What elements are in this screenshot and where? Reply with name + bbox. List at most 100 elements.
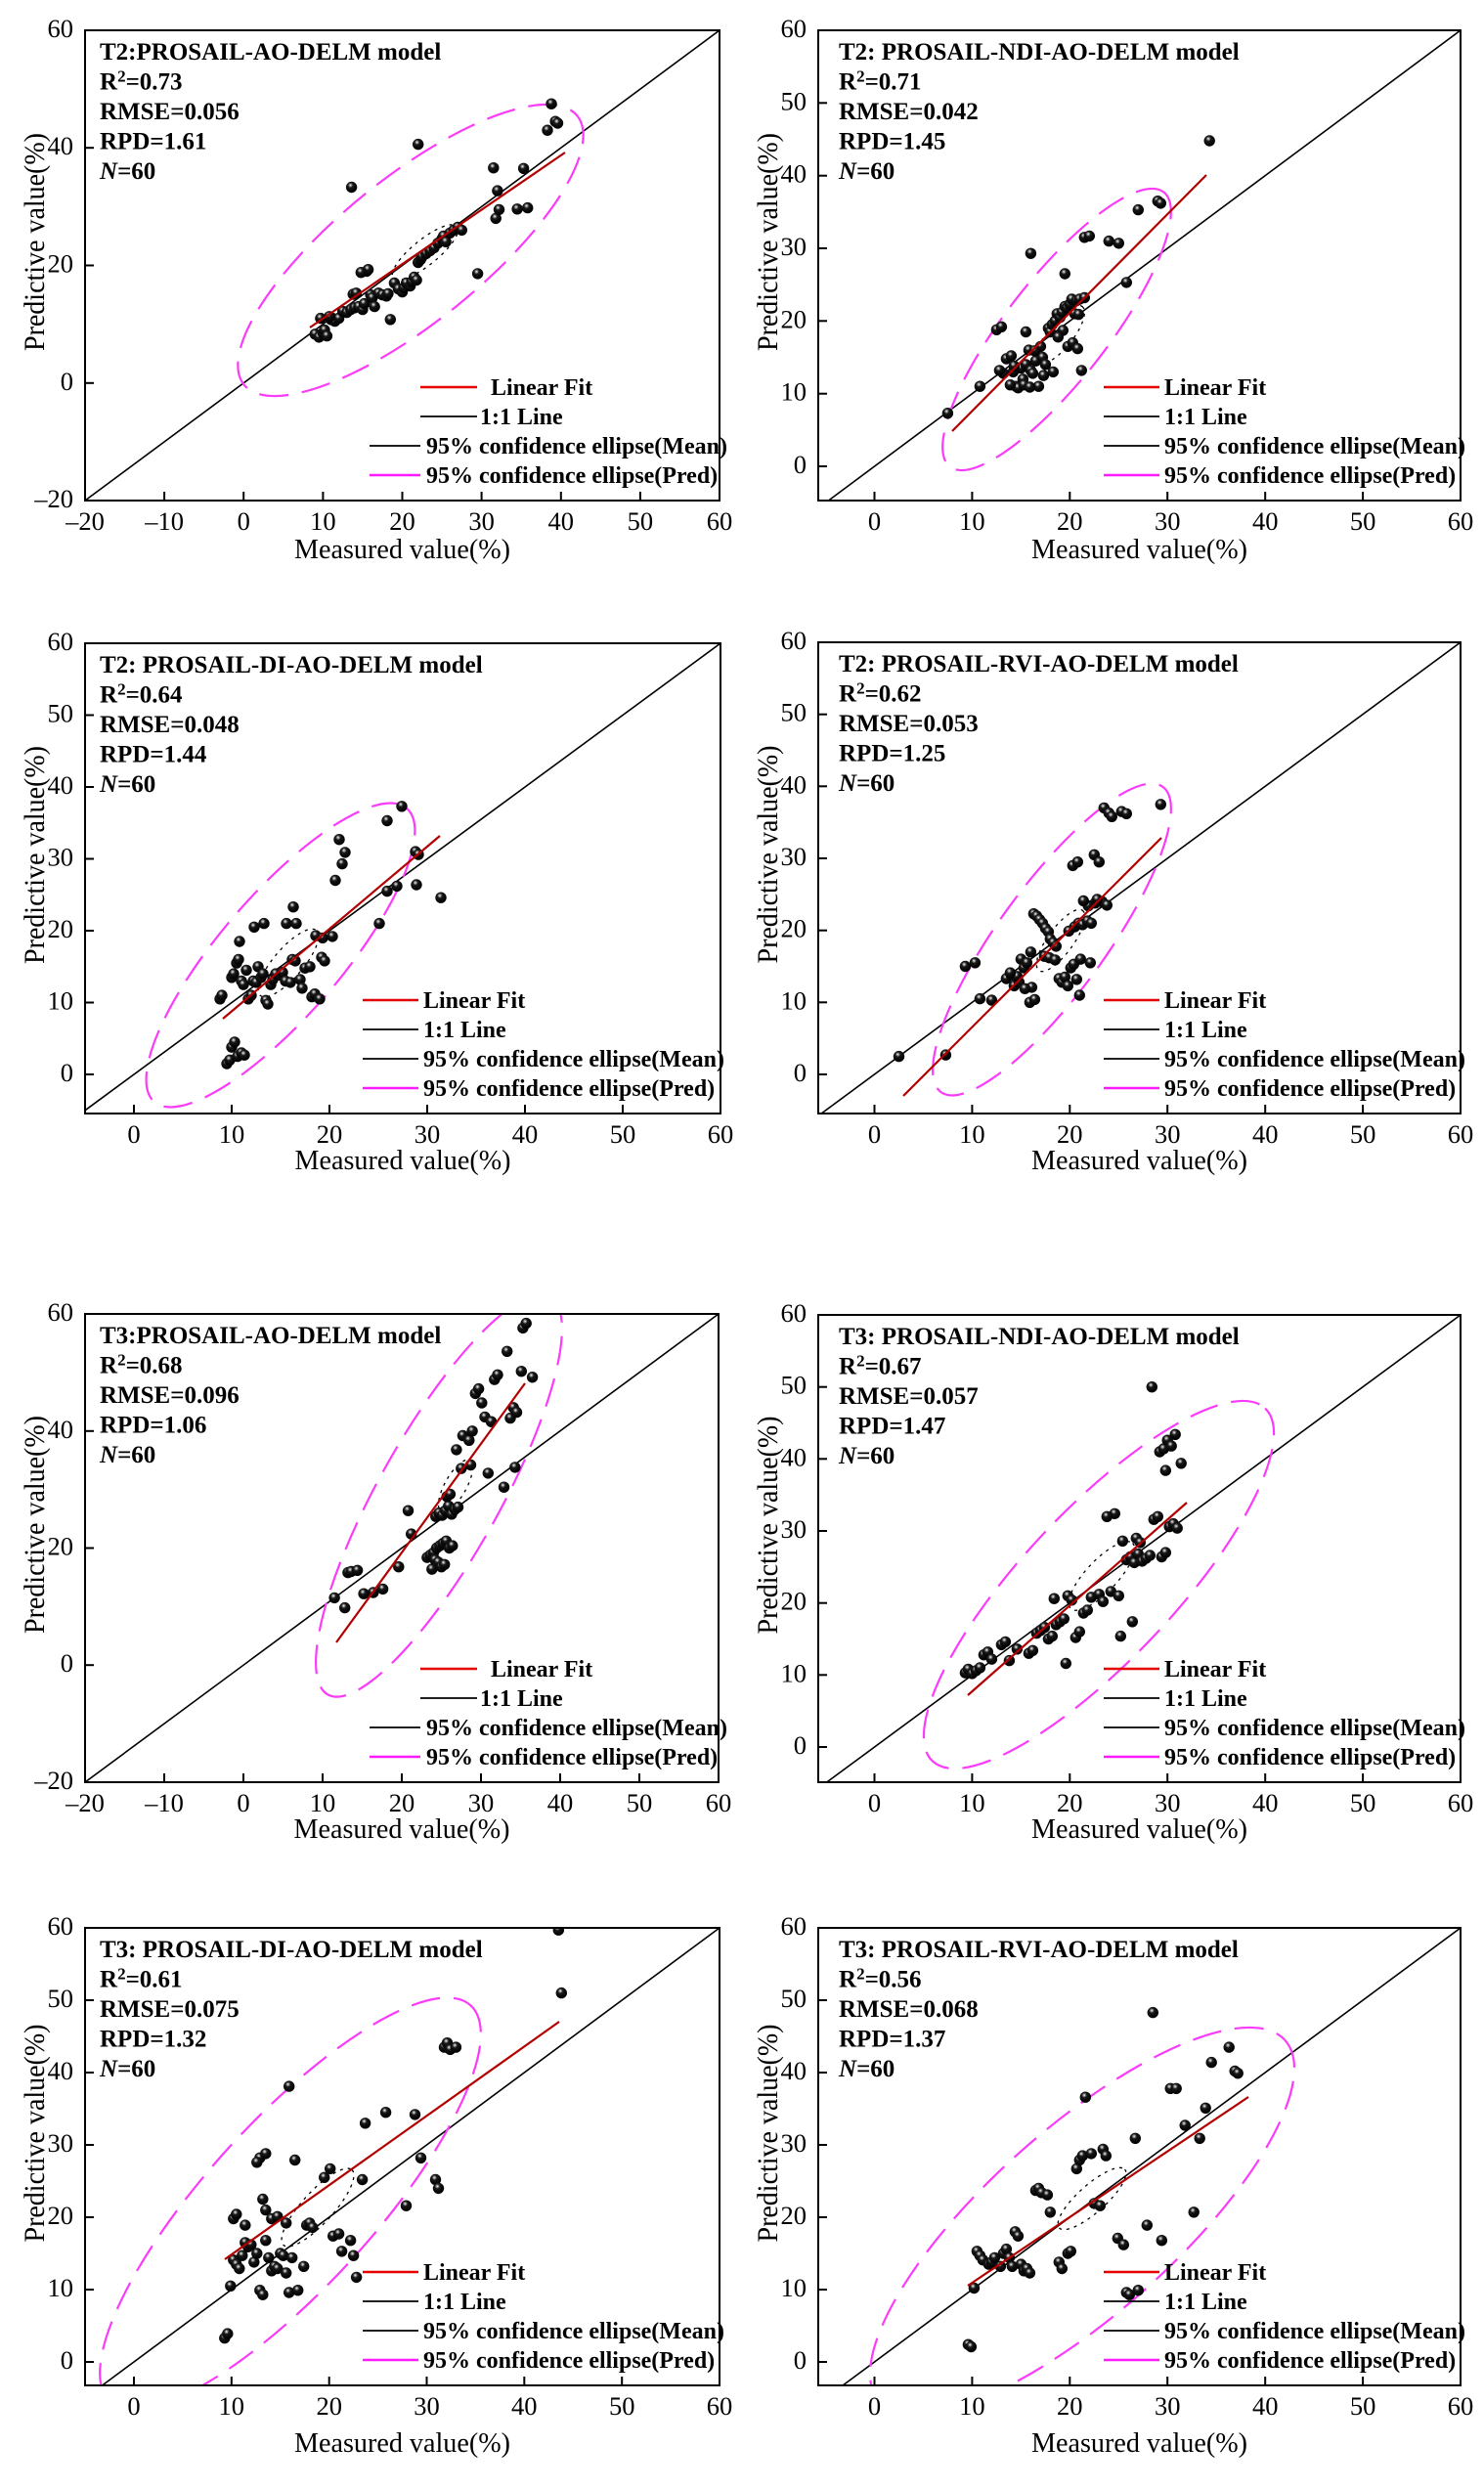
svg-text:0: 0	[794, 2345, 807, 2375]
svg-text:50: 50	[1350, 506, 1376, 536]
svg-text:95% confidence ellipse(Mean): 95% confidence ellipse(Mean)	[426, 1716, 727, 1741]
svg-text:60: 60	[48, 14, 74, 43]
svg-text:RMSE=0.056: RMSE=0.056	[100, 99, 240, 125]
svg-text:60: 60	[707, 506, 733, 536]
svg-text:95% confidence ellipse(Pred): 95% confidence ellipse(Pred)	[423, 2348, 715, 2374]
svg-text:60: 60	[781, 1911, 807, 1941]
svg-text:60: 60	[781, 626, 807, 655]
svg-text:N=60: N=60	[99, 158, 155, 185]
svg-text:60: 60	[781, 14, 807, 43]
svg-text:RPD=1.06: RPD=1.06	[100, 1413, 206, 1439]
svg-text:10: 10	[781, 1658, 807, 1687]
svg-text:95% confidence ellipse(Mean): 95% confidence ellipse(Mean)	[423, 1047, 724, 1072]
svg-text:1:1 Line: 1:1 Line	[423, 2290, 506, 2315]
svg-text:20: 20	[48, 1532, 74, 1561]
svg-text:0: 0	[868, 506, 881, 536]
svg-text:RPD=1.44: RPD=1.44	[100, 742, 207, 768]
svg-text:60: 60	[781, 1298, 807, 1328]
svg-text:60: 60	[1448, 1119, 1474, 1149]
svg-text:30: 30	[781, 1514, 807, 1544]
svg-text:20: 20	[1057, 1119, 1083, 1149]
svg-text:40: 40	[1252, 2391, 1279, 2421]
svg-text:RMSE=0.042: RMSE=0.042	[839, 99, 979, 125]
svg-text:RPD=1.61: RPD=1.61	[100, 129, 206, 155]
svg-text:Predictive value(%): Predictive value(%)	[753, 1417, 784, 1635]
svg-text:Linear Fit: Linear Fit	[423, 2260, 525, 2286]
svg-text:Predictive value(%): Predictive value(%)	[20, 746, 51, 964]
svg-text:Predictive value(%): Predictive value(%)	[20, 1416, 51, 1634]
svg-text:95% confidence ellipse(Mean): 95% confidence ellipse(Mean)	[1164, 2319, 1465, 2344]
svg-text:0: 0	[868, 1788, 881, 1817]
svg-text:30: 30	[781, 2128, 807, 2158]
svg-text:30: 30	[1155, 1119, 1181, 1149]
svg-text:10: 10	[781, 2273, 807, 2302]
svg-text:95% confidence ellipse(Pred): 95% confidence ellipse(Pred)	[1164, 2348, 1456, 2374]
svg-text:1:1 Line: 1:1 Line	[1164, 405, 1247, 430]
svg-text:Linear Fit: Linear Fit	[1164, 2260, 1266, 2286]
svg-text:10: 10	[219, 2391, 245, 2421]
svg-text:0: 0	[794, 1730, 807, 1760]
svg-text:R2=0.64: R2=0.64	[100, 680, 183, 709]
svg-text:95% confidence ellipse(Mean): 95% confidence ellipse(Mean)	[423, 2319, 724, 2344]
svg-text:40: 40	[1252, 506, 1279, 536]
svg-text:10: 10	[48, 2273, 74, 2302]
svg-text:Measured value(%): Measured value(%)	[1031, 534, 1247, 565]
svg-text:20: 20	[1057, 2391, 1083, 2421]
svg-text:RPD=1.45: RPD=1.45	[839, 129, 945, 155]
svg-text:N=60: N=60	[838, 2056, 895, 2082]
svg-text:20: 20	[389, 506, 415, 536]
svg-text:60: 60	[707, 2391, 733, 2421]
svg-text:Measured value(%): Measured value(%)	[294, 534, 510, 565]
svg-text:RPD=1.37: RPD=1.37	[839, 2027, 945, 2053]
svg-text:40: 40	[781, 1442, 807, 1471]
svg-text:T3: PROSAIL-NDI-AO-DELM model: T3: PROSAIL-NDI-AO-DELM model	[839, 1324, 1240, 1350]
svg-text:1:1 Line: 1:1 Line	[1164, 1686, 1247, 1712]
svg-text:50: 50	[48, 699, 74, 728]
svg-text:Linear Fit: Linear Fit	[491, 375, 592, 401]
svg-text:Linear Fit: Linear Fit	[1164, 1657, 1266, 1682]
svg-text:95% confidence ellipse(Pred): 95% confidence ellipse(Pred)	[1164, 1745, 1456, 1770]
svg-text:50: 50	[1350, 1788, 1376, 1817]
svg-text:RMSE=0.068: RMSE=0.068	[839, 1996, 979, 2023]
svg-text:–20: –20	[65, 506, 105, 536]
svg-text:20: 20	[781, 2201, 807, 2230]
svg-text:20: 20	[781, 1587, 807, 1616]
svg-text:50: 50	[781, 86, 807, 115]
svg-text:1:1 Line: 1:1 Line	[1164, 2290, 1247, 2315]
svg-text:RMSE=0.053: RMSE=0.053	[839, 711, 979, 737]
svg-text:0: 0	[61, 367, 73, 396]
svg-text:20: 20	[317, 1119, 343, 1149]
svg-text:N=60: N=60	[99, 771, 155, 798]
svg-text:40: 40	[48, 770, 74, 800]
svg-text:Predictive value(%): Predictive value(%)	[20, 133, 51, 351]
svg-text:30: 30	[781, 842, 807, 871]
svg-text:RMSE=0.075: RMSE=0.075	[100, 1996, 240, 2023]
svg-text:10: 10	[781, 985, 807, 1015]
svg-text:95% confidence ellipse(Pred): 95% confidence ellipse(Pred)	[426, 1745, 718, 1770]
svg-text:40: 40	[1252, 1788, 1279, 1817]
svg-text:Linear Fit: Linear Fit	[1164, 988, 1266, 1014]
svg-text:0: 0	[868, 1119, 881, 1149]
svg-text:20: 20	[1057, 1788, 1083, 1817]
svg-text:N=60: N=60	[838, 770, 895, 797]
svg-text:60: 60	[706, 1788, 732, 1817]
svg-text:50: 50	[1350, 2391, 1376, 2421]
svg-text:T2:PROSAIL-AO-DELM model: T2:PROSAIL-AO-DELM model	[100, 39, 441, 66]
svg-text:N=60: N=60	[99, 2056, 155, 2082]
svg-text:10: 10	[48, 986, 74, 1016]
svg-text:–20: –20	[33, 484, 73, 513]
svg-text:Predictive value(%): Predictive value(%)	[20, 2025, 51, 2243]
svg-text:50: 50	[627, 1788, 653, 1817]
svg-text:–20: –20	[65, 1788, 105, 1817]
svg-text:20: 20	[48, 914, 74, 943]
svg-text:95% confidence ellipse(Mean): 95% confidence ellipse(Mean)	[1164, 434, 1465, 459]
svg-text:R2=0.56: R2=0.56	[839, 1965, 922, 1993]
svg-text:30: 30	[415, 1119, 441, 1149]
svg-text:RPD=1.25: RPD=1.25	[839, 741, 945, 767]
svg-text:Measured value(%): Measured value(%)	[294, 1813, 510, 1845]
svg-text:60: 60	[48, 1297, 74, 1327]
svg-text:30: 30	[1155, 506, 1181, 536]
svg-text:40: 40	[781, 2056, 807, 2085]
svg-text:T2: PROSAIL-DI-AO-DELM model: T2: PROSAIL-DI-AO-DELM model	[100, 652, 483, 678]
svg-text:20: 20	[1057, 506, 1083, 536]
